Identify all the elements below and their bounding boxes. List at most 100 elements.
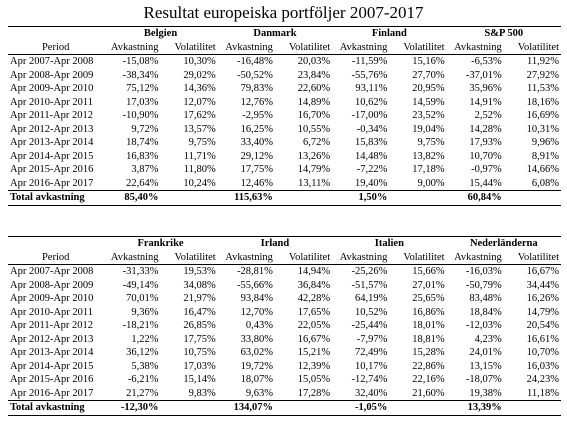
volatility-cell: 16,03% bbox=[526, 360, 559, 372]
table-row: Apr 2008-Apr 2009 -49,14% 34,08% -55,66% 36,… bbox=[8, 279, 561, 293]
return-cell: 15,44% bbox=[469, 177, 502, 189]
return-cell: -38,34% bbox=[122, 69, 159, 81]
return-header: Avkastning bbox=[446, 40, 504, 55]
volatility-cell: 15,28% bbox=[412, 347, 445, 358]
return-header: Avkastning bbox=[103, 40, 161, 55]
period-cell: Apr 2014-Apr 2015 bbox=[10, 150, 94, 162]
return-cell: 17,93% bbox=[469, 137, 502, 148]
total-label: Total avkastning bbox=[8, 190, 104, 206]
total-return-cell: -1,05% bbox=[332, 400, 390, 416]
return-cell: -55,66% bbox=[237, 279, 273, 291]
return-cell: 17,75% bbox=[240, 164, 273, 175]
return-cell: 18,07% bbox=[240, 374, 273, 385]
total-blank bbox=[389, 190, 447, 206]
total-blank bbox=[274, 400, 333, 416]
table-row: Apr 2015-Apr 2016 3,87% 11,80% 17,75% 14,79%… bbox=[8, 163, 561, 177]
table-row: Apr 2013-Apr 2014 18,74% 9,75% 33,40% 6,72% 1… bbox=[8, 136, 561, 150]
return-header: Avkastning bbox=[103, 250, 161, 265]
return-cell: -25,26% bbox=[351, 266, 388, 277]
return-cell: 36,12% bbox=[126, 347, 159, 358]
return-cell: 15,83% bbox=[354, 137, 388, 148]
total-blank bbox=[274, 190, 333, 206]
total-blank bbox=[160, 190, 218, 206]
volatility-cell: 6,72% bbox=[303, 137, 331, 148]
return-cell: 1,22% bbox=[131, 333, 159, 345]
return-cell: -6,53% bbox=[471, 56, 502, 67]
return-cell: 79,83% bbox=[240, 83, 273, 94]
table-row: Apr 2010-Apr 2011 17,03% 12,07% 12,76% 14,89… bbox=[8, 96, 561, 110]
return-cell: -51,57% bbox=[351, 279, 388, 291]
period-cell: Apr 2012-Apr 2013 bbox=[10, 333, 94, 345]
volatility-cell: 27,01% bbox=[412, 279, 445, 291]
header-blank bbox=[8, 236, 104, 251]
table-row: Apr 2009-Apr 2010 75,12% 14,36% 79,83% 22,60… bbox=[8, 82, 561, 96]
volatility-cell: 22,60% bbox=[297, 83, 331, 94]
volatility-cell: 9,75% bbox=[188, 137, 216, 148]
return-cell: -28,81% bbox=[237, 266, 273, 277]
return-cell: 83,48% bbox=[469, 293, 502, 304]
return-cell: 3,87% bbox=[131, 164, 159, 175]
volatility-cell: 12,39% bbox=[297, 360, 331, 372]
volatility-cell: 20,03% bbox=[297, 56, 331, 67]
return-cell: 16,83% bbox=[126, 150, 159, 162]
return-cell: -11,59% bbox=[351, 56, 388, 67]
volatility-cell: 14,79% bbox=[526, 306, 559, 318]
period-header: Period bbox=[8, 250, 104, 265]
country-name: S&P 500 bbox=[446, 26, 561, 41]
table-2-body: Frankrike Irland Italien Nederländerna Perio… bbox=[8, 236, 561, 416]
volatility-cell: 13,11% bbox=[298, 177, 331, 189]
volatility-cell: 22,05% bbox=[297, 320, 331, 331]
return-cell: 14,28% bbox=[469, 123, 502, 135]
total-blank bbox=[503, 400, 561, 416]
return-cell: 72,49% bbox=[354, 347, 388, 358]
return-cell: -18,21% bbox=[122, 320, 159, 331]
return-cell: -2,95% bbox=[242, 110, 273, 121]
period-cell: Apr 2009-Apr 2010 bbox=[10, 83, 94, 94]
volatility-cell: 15,14% bbox=[183, 374, 216, 385]
volatility-cell: 34,44% bbox=[526, 279, 559, 291]
period-cell: Apr 2007-Apr 2008 bbox=[10, 266, 94, 277]
return-cell: -15,08% bbox=[122, 56, 159, 67]
return-cell: 9,36% bbox=[131, 306, 159, 318]
period-cell: Apr 2015-Apr 2016 bbox=[10, 374, 94, 385]
table-1-body: Belgien Danmark Finland S&P 500 Period Avkast… bbox=[8, 26, 561, 206]
country-name: Nederländerna bbox=[446, 236, 561, 251]
table-row: Apr 2014-Apr 2015 5,38% 17,03% 19,72% 12,39%… bbox=[8, 360, 561, 374]
volatility-cell: 11,92% bbox=[527, 56, 559, 67]
return-cell: 14,48% bbox=[354, 150, 388, 162]
return-cell: 13,15% bbox=[469, 360, 502, 372]
return-cell: 63,02% bbox=[240, 347, 273, 358]
return-cell: -50,52% bbox=[237, 69, 273, 81]
period-cell: Apr 2010-Apr 2011 bbox=[10, 306, 94, 318]
volatility-cell: 14,94% bbox=[297, 266, 331, 277]
volatility-cell: 18,16% bbox=[526, 96, 559, 108]
return-cell: 12,46% bbox=[240, 177, 273, 189]
return-cell: 64,19% bbox=[354, 293, 388, 304]
period-cell: Apr 2011-Apr 2012 bbox=[10, 320, 94, 331]
volatility-cell: 10,30% bbox=[183, 56, 216, 67]
period-cell: Apr 2016-Apr 2017 bbox=[10, 387, 94, 399]
volatility-cell: 34,08% bbox=[183, 279, 216, 291]
table-row: Apr 2010-Apr 2011 9,36% 16,47% 12,70% 17,65%… bbox=[8, 306, 561, 320]
table-row: Apr 2007-Apr 2008 -31,33% 19,53% -28,81% 14,… bbox=[8, 265, 561, 279]
table-row: Apr 2012-Apr 2013 1,22% 17,75% 33,80% 16,67%… bbox=[8, 333, 561, 347]
volatility-cell: 14,66% bbox=[526, 164, 559, 175]
return-cell: 12,70% bbox=[240, 306, 273, 318]
volatility-cell: 16,26% bbox=[526, 293, 559, 304]
volatility-cell: 9,00% bbox=[417, 177, 445, 189]
return-cell: 33,40% bbox=[240, 137, 273, 148]
volatility-cell: 21,60% bbox=[412, 387, 445, 399]
return-cell: 19,38% bbox=[469, 387, 502, 399]
return-cell: -16,03% bbox=[465, 266, 502, 277]
return-cell: -55,76% bbox=[351, 69, 388, 81]
return-header: Avkastning bbox=[332, 40, 390, 55]
volatility-cell: 6,08% bbox=[531, 177, 559, 189]
return-header: Avkastning bbox=[446, 250, 504, 265]
volatility-cell: 14,36% bbox=[183, 83, 216, 94]
volatility-cell: 18,81% bbox=[412, 333, 445, 345]
volatility-cell: 27,70% bbox=[412, 69, 445, 81]
return-cell: 24,01% bbox=[469, 347, 502, 358]
volatility-header: Volatilitet bbox=[160, 40, 218, 55]
return-cell: -0,34% bbox=[356, 123, 388, 135]
return-cell: 4,23% bbox=[474, 333, 502, 345]
